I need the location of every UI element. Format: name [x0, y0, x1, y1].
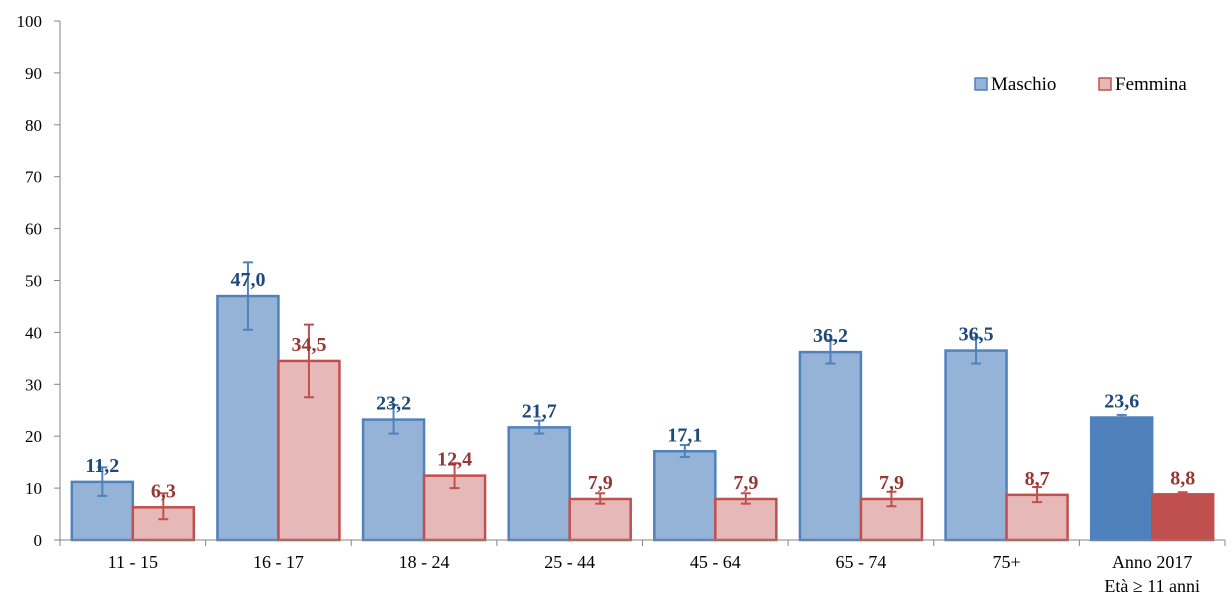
legend-swatch-femmina [1098, 77, 1112, 91]
bar-femmina [714, 497, 778, 542]
error-bar [449, 462, 460, 490]
bar-maschio [1089, 416, 1154, 542]
y-tick-label: 70 [25, 168, 42, 187]
bar-maschio [216, 294, 280, 542]
bar-maschio [653, 450, 717, 542]
data-label-femmina: 12,4 [437, 449, 472, 471]
y-tick-label: 20 [25, 427, 42, 446]
bar-maschio [361, 418, 426, 542]
error-bar [886, 490, 897, 508]
error-bar [303, 323, 314, 399]
error-bar [825, 339, 836, 365]
data-label-maschio: 47,0 [230, 269, 265, 291]
error-bar [388, 404, 399, 435]
error-bar [1177, 491, 1188, 498]
error-bar [534, 419, 545, 435]
bar-femmina [1150, 493, 1215, 542]
x-category-label: 11 - 15 [108, 552, 158, 572]
error-bar [740, 492, 751, 505]
y-tick-label: 30 [25, 375, 42, 394]
error-bar [242, 261, 253, 331]
error-bar [1116, 413, 1127, 421]
error-bar [1032, 486, 1043, 504]
y-tick-label: 60 [25, 220, 42, 239]
x-category-label: Anno 2017 [1112, 552, 1193, 572]
x-category-label: 25 - 44 [544, 552, 595, 572]
x-category-label: 18 - 24 [399, 552, 450, 572]
x-axis: 11 - 15 16 - 17 18 - 24 25 - 44 45 - 64 65 - … [59, 539, 1226, 596]
error-bar [97, 466, 108, 497]
bar-femmina [568, 497, 632, 542]
legend-label-femmina: Femmina [1115, 74, 1187, 95]
error-bar [595, 492, 606, 505]
data-label-femmina: 7,9 [879, 472, 904, 494]
data-labels-layer: 11,2 47,0 23,2 21,7 17,1 36,2 36,5 23,6 6,3 34,5 1… [85, 269, 1195, 502]
data-label-femmina: 34,5 [291, 334, 326, 356]
y-tick-label: 100 [17, 12, 43, 31]
data-label-maschio: 36,2 [813, 325, 848, 347]
x-category-label: Età ≥ 11 anni [1104, 576, 1200, 596]
bar-maschio [798, 350, 863, 542]
error-bar [679, 444, 690, 458]
x-category-label: 65 - 74 [835, 552, 886, 572]
y-tick-label: 10 [25, 479, 42, 498]
bars-layer [70, 294, 1215, 542]
data-label-femmina: 8,7 [1025, 468, 1050, 490]
legend: Maschio Femmina [974, 74, 1187, 95]
data-label-maschio: 17,1 [667, 424, 702, 446]
y-axis: 0 10 20 30 40 50 60 70 80 90 100 [17, 12, 61, 550]
x-category-label: 75+ [992, 552, 1020, 572]
data-label-femmina: 6,3 [151, 480, 176, 502]
data-label-maschio: 23,2 [376, 393, 411, 415]
data-label-femmina: 7,9 [588, 472, 613, 494]
data-label-maschio: 21,7 [522, 400, 557, 422]
y-tick-label: 40 [25, 323, 42, 342]
data-label-maschio: 11,2 [85, 455, 119, 477]
legend-label-maschio: Maschio [991, 74, 1056, 95]
x-category-label: 16 - 17 [253, 552, 304, 572]
error-bar [971, 336, 982, 365]
data-label-maschio: 36,5 [959, 324, 994, 346]
error-bars-layer [97, 261, 1188, 521]
y-tick-label: 0 [34, 531, 43, 550]
data-label-maschio: 23,6 [1104, 391, 1139, 413]
y-tick-label: 50 [25, 272, 42, 291]
bar-maschio [507, 426, 571, 542]
data-label-femmina: 8,8 [1170, 467, 1195, 489]
error-bar [158, 492, 169, 521]
y-tick-label: 90 [25, 64, 42, 83]
legend-swatch-maschio [974, 77, 988, 91]
bar-maschio [944, 349, 1008, 542]
x-category-label: 45 - 64 [690, 552, 741, 572]
y-tick-label: 80 [25, 116, 42, 135]
data-label-femmina: 7,9 [733, 472, 758, 494]
